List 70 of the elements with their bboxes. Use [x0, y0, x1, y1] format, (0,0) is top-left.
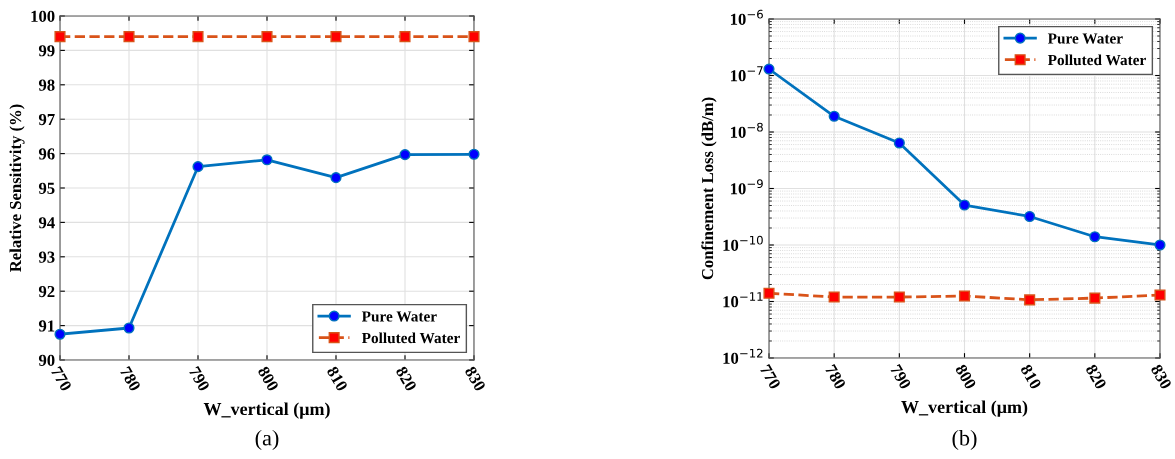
point — [828, 291, 840, 303]
point — [192, 161, 204, 173]
y-tick-label: 10$^{−10}$ — [723, 235, 763, 251]
y-tick-label: 99 — [38, 45, 55, 57]
point — [123, 31, 135, 43]
y-tick-label: 96 — [38, 148, 55, 160]
point — [893, 137, 905, 149]
point — [958, 199, 971, 211]
point — [54, 31, 66, 43]
x-tick-label: 830 — [464, 365, 487, 392]
x-tick-label: 820 — [395, 365, 418, 392]
x-tick-label: 780 — [824, 363, 847, 390]
point — [763, 63, 775, 75]
y-tick-label: 10$^{−7}$ — [730, 66, 763, 82]
point — [330, 31, 342, 43]
y-axis-title: Relative Sensitivity (%) — [9, 104, 25, 272]
point — [893, 291, 905, 303]
point — [261, 154, 273, 166]
x-tick-label: 780 — [119, 365, 142, 392]
point — [261, 31, 273, 43]
x-tick-label: 830 — [1150, 363, 1173, 390]
x-tick-label: 820 — [1085, 363, 1107, 390]
point — [468, 148, 480, 160]
x-tick-label: 770 — [759, 363, 782, 390]
x-tick-label: 790 — [889, 363, 912, 390]
y-tick-label: 98 — [38, 79, 55, 91]
legend-label: Pure Water — [1047, 33, 1123, 44]
point — [1024, 210, 1036, 223]
legend-label: Polluted Water — [361, 332, 460, 344]
x-tick-label: 810 — [326, 365, 349, 392]
x-axis-title: W_vertical (μm) — [203, 402, 330, 419]
y-tick-label: 10$^{−12}$ — [723, 348, 763, 364]
point — [1089, 292, 1101, 304]
y-tick-label: 94 — [38, 217, 55, 229]
legend-label: Polluted Water — [1047, 54, 1146, 66]
point — [123, 322, 135, 334]
x-tick-label: 770 — [50, 365, 73, 392]
point — [958, 290, 971, 302]
point — [1154, 239, 1166, 251]
point — [1024, 294, 1036, 306]
point — [399, 31, 411, 43]
point — [828, 110, 840, 122]
point — [192, 31, 204, 43]
y-tick-label: 10$^{−11}$ — [723, 292, 763, 308]
y-tick-label: 10$^{−9}$ — [730, 179, 763, 195]
x-tick-label: 810 — [1020, 363, 1042, 390]
y-tick-label: 95 — [38, 182, 55, 194]
x-axis-title: W_vertical (μm) — [901, 400, 1028, 417]
legend-label: Pure Water — [361, 311, 437, 322]
x-tick-label: 800 — [257, 365, 280, 392]
text: (b) — [952, 429, 977, 451]
y-axis-title: Confinement Loss (dB/m) — [701, 97, 717, 280]
x-tick-label: 790 — [188, 365, 211, 392]
point — [468, 31, 480, 43]
y-tick-label: 90 — [38, 354, 55, 366]
point — [1154, 289, 1166, 301]
x-tick-label: 800 — [954, 363, 977, 390]
point — [763, 287, 775, 299]
y-tick-label: 10$^{−8}$ — [730, 122, 763, 138]
y-tick-label: 91 — [38, 320, 55, 332]
y-tick-label: 100 — [31, 10, 55, 22]
point — [1089, 231, 1101, 243]
y-tick-label: 92 — [38, 285, 55, 298]
point — [330, 172, 342, 184]
y-tick-label: 10$^{−6}$ — [730, 9, 763, 25]
y-tick-label: 97 — [38, 113, 55, 126]
y-tick-label: 93 — [38, 251, 55, 263]
point — [399, 149, 411, 161]
text: (a) — [255, 429, 279, 451]
point — [54, 328, 66, 340]
